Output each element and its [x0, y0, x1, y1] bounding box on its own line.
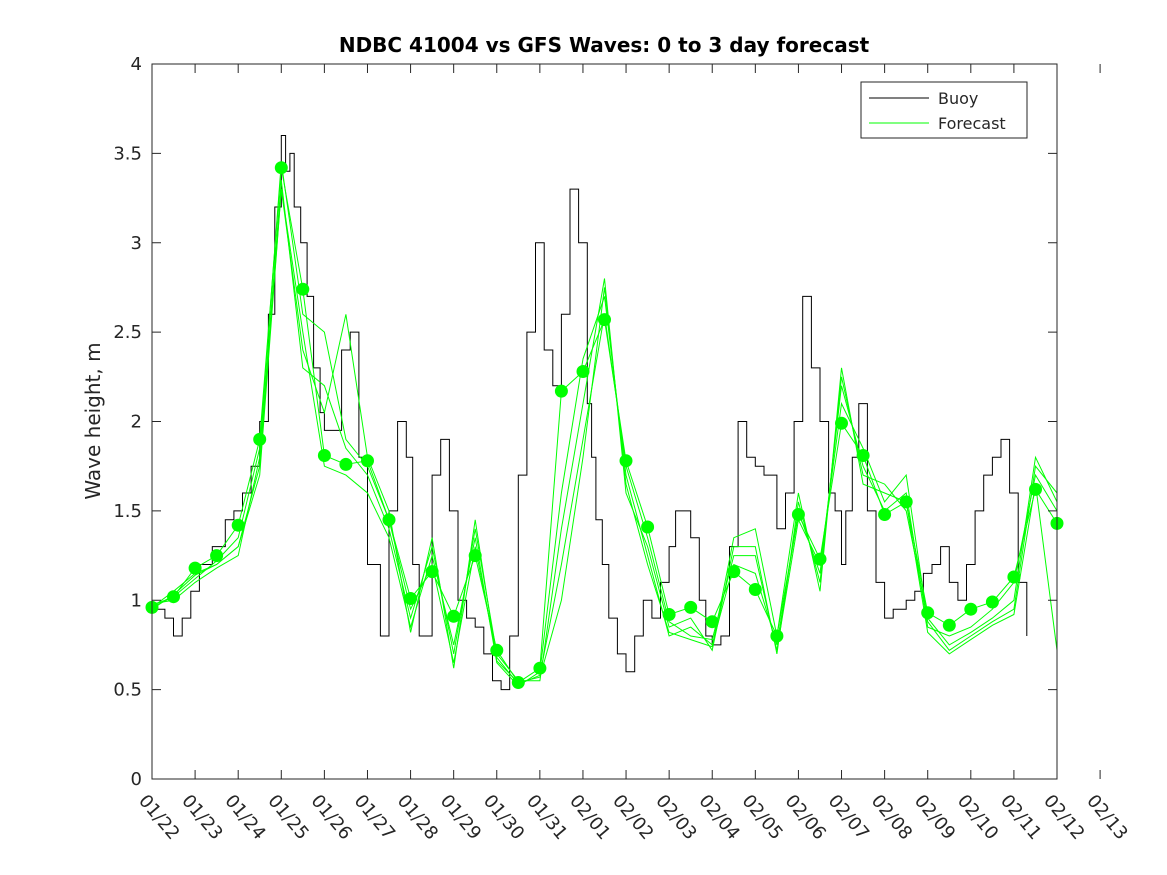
forecast-point — [425, 565, 439, 579]
forecast-point — [856, 449, 870, 462]
y-tick-label: 1 — [131, 590, 142, 611]
forecast-point — [878, 508, 892, 521]
forecast-point — [533, 661, 547, 675]
forecast-point — [1007, 570, 1021, 584]
buoy-series-line — [152, 135, 1028, 691]
forecast-point — [554, 384, 568, 398]
forecast-point — [447, 609, 461, 623]
y-tick-label: 0 — [131, 769, 142, 790]
forecast-point — [727, 565, 741, 579]
forecast-point — [705, 615, 719, 629]
chart-title: NDBC 41004 vs GFS Waves: 0 to 3 day fore… — [339, 33, 870, 57]
forecast-point — [1029, 482, 1042, 496]
forecast-series-line-3 — [151, 180, 1058, 682]
forecast-point — [921, 606, 935, 620]
y-axis-label: Wave height, m — [81, 342, 105, 499]
forecast-point — [899, 495, 913, 509]
forecast-point — [770, 629, 784, 643]
legend-box — [860, 81, 1028, 139]
forecast-point — [598, 313, 611, 327]
forecast-point — [382, 513, 396, 527]
forecast-point — [576, 365, 590, 378]
marker-layer — [145, 161, 1064, 689]
forecast-point — [619, 454, 633, 468]
forecast-point — [167, 590, 180, 604]
y-tick-label: 3.5 — [113, 143, 142, 164]
forecast-point — [188, 561, 202, 575]
forecast-point — [404, 592, 418, 605]
forecast-point — [296, 282, 310, 296]
forecast-point — [942, 618, 956, 632]
legend-buoy-label: Buoy — [938, 89, 978, 108]
forecast-point — [490, 643, 504, 657]
forecast-point — [662, 608, 676, 621]
forecast-point — [684, 600, 698, 614]
forecast-point — [791, 508, 805, 521]
forecast-series-line-2 — [151, 189, 1058, 687]
forecast-point — [361, 454, 374, 468]
forecast-point — [641, 520, 655, 534]
forecast-point — [231, 518, 245, 532]
legend: Buoy Forecast — [860, 81, 1028, 139]
y-tick-label: 3 — [131, 233, 142, 254]
forecast-point — [253, 432, 267, 446]
forecast-point — [339, 457, 353, 471]
y-tick-label: 1.5 — [113, 501, 142, 522]
y-tick-label: 2 — [131, 412, 142, 433]
forecast-point — [468, 549, 482, 563]
y-tick-label: 0.5 — [113, 680, 142, 701]
forecast-point — [748, 583, 762, 596]
forecast-point — [985, 595, 999, 609]
plot-area — [152, 64, 1057, 779]
forecast-point — [511, 676, 525, 689]
forecast-point — [210, 549, 224, 563]
forecast-point — [317, 449, 331, 462]
forecast-point — [964, 602, 978, 616]
forecast-point — [813, 552, 827, 566]
forecast-point — [835, 416, 848, 430]
forecast-point — [274, 161, 288, 175]
y-tick-label: 4 — [131, 54, 142, 75]
legend-forecast-label: Forecast — [938, 114, 1006, 133]
y-tick-label: 2.5 — [113, 322, 142, 343]
